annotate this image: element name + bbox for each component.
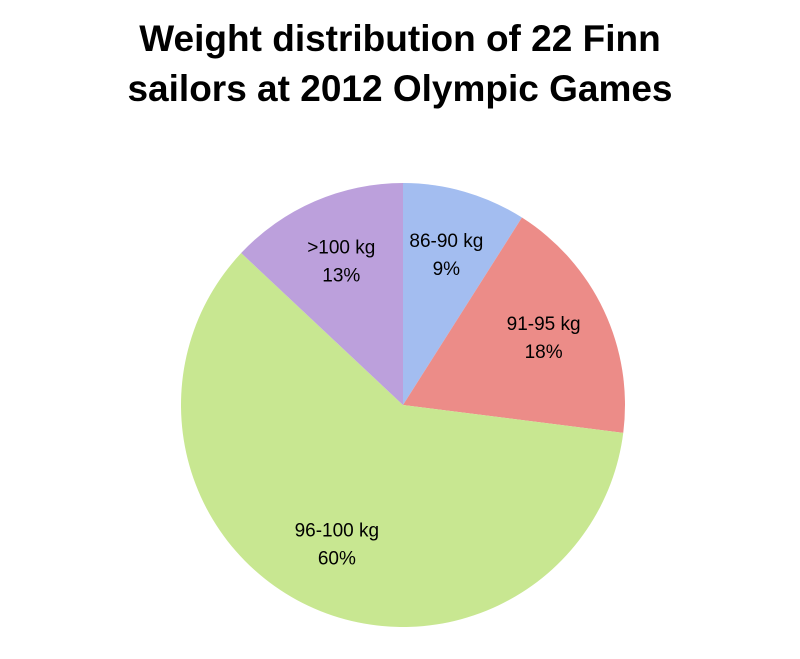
pie-slice bbox=[403, 217, 625, 433]
chart-title: Weight distribution of 22 Finn sailors a… bbox=[127, 18, 673, 109]
value-label: 9% bbox=[433, 259, 461, 280]
pie-slice bbox=[241, 183, 403, 405]
slice-label: 91-95 kg bbox=[507, 314, 581, 335]
slice-label: 96-100 kg bbox=[295, 521, 380, 542]
slice-label: >100 kg bbox=[307, 237, 375, 258]
pie-slice bbox=[403, 183, 522, 405]
value-label: 13% bbox=[322, 265, 360, 286]
pie-slice bbox=[180, 253, 624, 628]
value-label: 18% bbox=[525, 342, 563, 363]
slice-label: 86-90 kg bbox=[409, 231, 483, 252]
value-label: 60% bbox=[318, 549, 356, 570]
